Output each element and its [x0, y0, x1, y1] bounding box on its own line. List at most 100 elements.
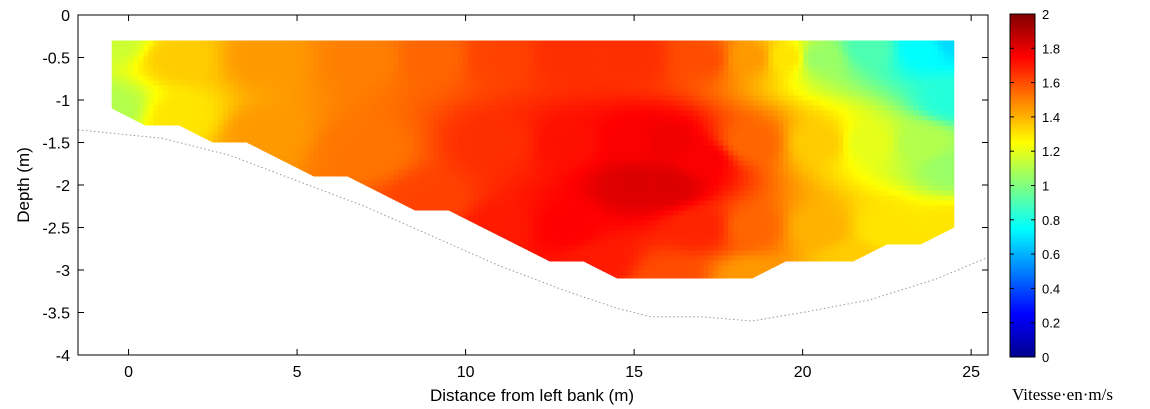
heatmap-cell — [823, 55, 829, 62]
heatmap-cell — [503, 50, 509, 57]
heatmap-cell — [923, 170, 929, 177]
heatmap-cell — [948, 50, 954, 57]
heatmap-cell — [578, 80, 584, 87]
heatmap-cell — [343, 170, 349, 177]
heatmap-cell — [368, 175, 374, 182]
heatmap-cell — [818, 150, 824, 157]
heatmap-cell — [513, 110, 519, 117]
heatmap-cell — [753, 45, 759, 52]
heatmap-cell — [248, 110, 254, 117]
heatmap-cell — [558, 60, 564, 67]
heatmap-cell — [278, 110, 284, 117]
heatmap-cell — [848, 145, 854, 152]
heatmap-cell — [868, 125, 874, 132]
heatmap-cell — [133, 95, 139, 102]
heatmap-cell — [698, 85, 704, 92]
heatmap-cell — [173, 65, 179, 72]
heatmap-cell — [708, 115, 714, 122]
heatmap-cell — [488, 65, 494, 72]
heatmap-cell — [628, 80, 634, 87]
heatmap-cell — [598, 150, 604, 157]
heatmap-cell — [318, 60, 324, 67]
heatmap-cell — [218, 115, 224, 122]
heatmap-cell — [153, 50, 159, 57]
heatmap-cell — [653, 40, 659, 47]
heatmap-cell — [668, 125, 674, 132]
heatmap-cell — [193, 45, 199, 52]
heatmap-cell — [208, 40, 214, 47]
heatmap-cell — [848, 125, 854, 132]
heatmap-cell — [713, 105, 719, 112]
heatmap-cell — [163, 55, 169, 62]
heatmap-cell — [158, 100, 164, 107]
heatmap-cell — [218, 90, 224, 97]
heatmap-cell — [408, 165, 414, 172]
heatmap-cell — [653, 170, 659, 177]
heatmap-cell — [618, 160, 624, 167]
heatmap-cell — [778, 140, 784, 147]
heatmap-cell — [683, 135, 689, 142]
heatmap-cell — [748, 160, 754, 167]
heatmap-cell — [478, 65, 484, 72]
heatmap-cell — [123, 90, 129, 97]
heatmap-cell — [638, 50, 644, 57]
heatmap-cell — [353, 155, 359, 162]
heatmap-cell — [683, 75, 689, 82]
heatmap-cell — [618, 170, 624, 177]
heatmap-cell — [298, 165, 304, 172]
heatmap-cell — [928, 60, 934, 67]
heatmap-cell — [643, 145, 649, 152]
heatmap-cell — [453, 130, 459, 137]
heatmap-cell — [953, 80, 955, 87]
heatmap-cell — [918, 70, 924, 77]
heatmap-cell — [388, 145, 394, 152]
heatmap-cell — [918, 45, 924, 52]
heatmap-cell — [528, 145, 534, 152]
heatmap-cell — [643, 175, 649, 182]
heatmap-cell — [693, 140, 699, 147]
heatmap-cell — [128, 85, 134, 92]
heatmap-cell — [353, 165, 359, 172]
heatmap-cell — [763, 40, 769, 47]
heatmap-cell — [458, 170, 464, 177]
heatmap-cell — [543, 150, 549, 157]
heatmap-cell — [238, 65, 244, 72]
heatmap-cell — [223, 50, 229, 57]
heatmap-cell — [618, 100, 624, 107]
heatmap-cell — [408, 125, 414, 132]
heatmap-cell — [803, 55, 809, 62]
heatmap-cell — [378, 55, 384, 62]
heatmap-cell — [223, 75, 229, 82]
heatmap-cell — [278, 65, 284, 72]
heatmap-cell — [948, 90, 954, 97]
heatmap-cell — [433, 140, 439, 147]
heatmap-cell — [453, 75, 459, 82]
heatmap-cell — [188, 90, 194, 97]
heatmap-cell — [478, 155, 484, 162]
heatmap-cell — [663, 160, 669, 167]
heatmap-cell — [953, 120, 955, 127]
heatmap-cell — [248, 100, 254, 107]
heatmap-cell — [413, 70, 419, 77]
heatmap-cell — [333, 170, 339, 177]
heatmap-cell — [373, 110, 379, 117]
heatmap-cell — [268, 85, 274, 92]
heatmap-cell — [823, 160, 829, 167]
heatmap-cell — [883, 75, 889, 82]
heatmap-cell — [423, 160, 429, 167]
heatmap-cell — [498, 60, 504, 67]
heatmap-cell — [153, 55, 159, 62]
heatmap-cell — [533, 65, 539, 72]
heatmap-cell — [588, 75, 594, 82]
heatmap-cell — [358, 170, 364, 177]
heatmap-cell — [873, 145, 879, 152]
heatmap-cell — [828, 170, 834, 177]
heatmap-cell — [648, 125, 654, 132]
heatmap-cell — [308, 150, 314, 157]
heatmap-cell — [758, 65, 764, 72]
heatmap-cell — [453, 120, 459, 127]
heatmap-cell — [763, 105, 769, 112]
heatmap-cell — [748, 55, 754, 62]
heatmap-cell — [158, 40, 164, 47]
heatmap-cell — [918, 105, 924, 112]
